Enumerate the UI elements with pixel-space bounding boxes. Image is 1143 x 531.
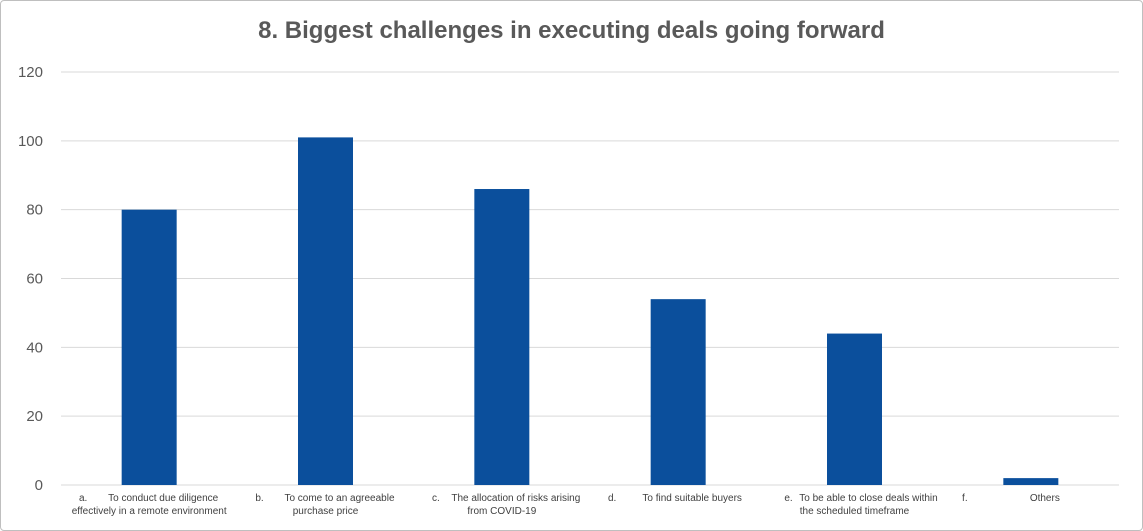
x-category-label: f. Others (962, 493, 1060, 504)
bars (121, 137, 1059, 485)
y-tick-label: 0 (35, 477, 43, 494)
x-category-label: a. To conduct due diligence effectively in… (72, 493, 227, 517)
y-tick-label: 60 (26, 271, 43, 288)
chart-title: 8. Biggest challenges in executing deals… (258, 17, 885, 44)
category-label-line: from COVID-19 (467, 506, 536, 517)
category-marker: d. (608, 493, 616, 504)
category-label-line: effectively in a remote environment (72, 506, 227, 517)
bar (474, 189, 530, 485)
bar (650, 299, 706, 485)
category-labels: a. To conduct due diligence effectively in… (72, 493, 1060, 517)
category-marker: a. (79, 493, 87, 504)
y-tick-label: 100 (18, 133, 43, 150)
category-marker: f. (962, 493, 968, 504)
x-category-label: e. To be able to close deals within the sc… (784, 493, 937, 517)
gridlines (61, 71, 1119, 486)
category-label-line: Others (1030, 493, 1060, 504)
category-label-line: To be able to close deals within (799, 493, 937, 504)
y-tick-label: 80 (26, 202, 43, 219)
category-label-line: the scheduled timeframe (800, 506, 910, 517)
category-label-line: purchase price (293, 506, 359, 517)
category-label-line: To conduct due diligence (108, 493, 219, 504)
category-marker: b. (255, 493, 263, 504)
x-category-label: d. To find suitable buyers (608, 493, 742, 504)
bar (121, 209, 177, 485)
bar (827, 333, 882, 485)
category-label-line: The allocation of risks arising (451, 493, 580, 504)
category-label-line: To come to an agreeable (284, 493, 395, 504)
y-tick-label: 120 (18, 64, 43, 81)
y-tick-label: 40 (26, 339, 43, 356)
bar (298, 137, 353, 485)
category-marker: e. (784, 493, 792, 504)
x-category-label: c. The allocation of risks arising from CO… (432, 493, 580, 517)
category-marker: c. (432, 493, 440, 504)
y-axis-ticks: 0 20 40 60 80 100 120 (18, 64, 43, 494)
x-category-label: b. To come to an agreeable purchase price (255, 493, 395, 517)
y-tick-label: 20 (26, 408, 43, 425)
bar (1003, 478, 1059, 485)
category-label-line: To find suitable buyers (642, 493, 742, 504)
